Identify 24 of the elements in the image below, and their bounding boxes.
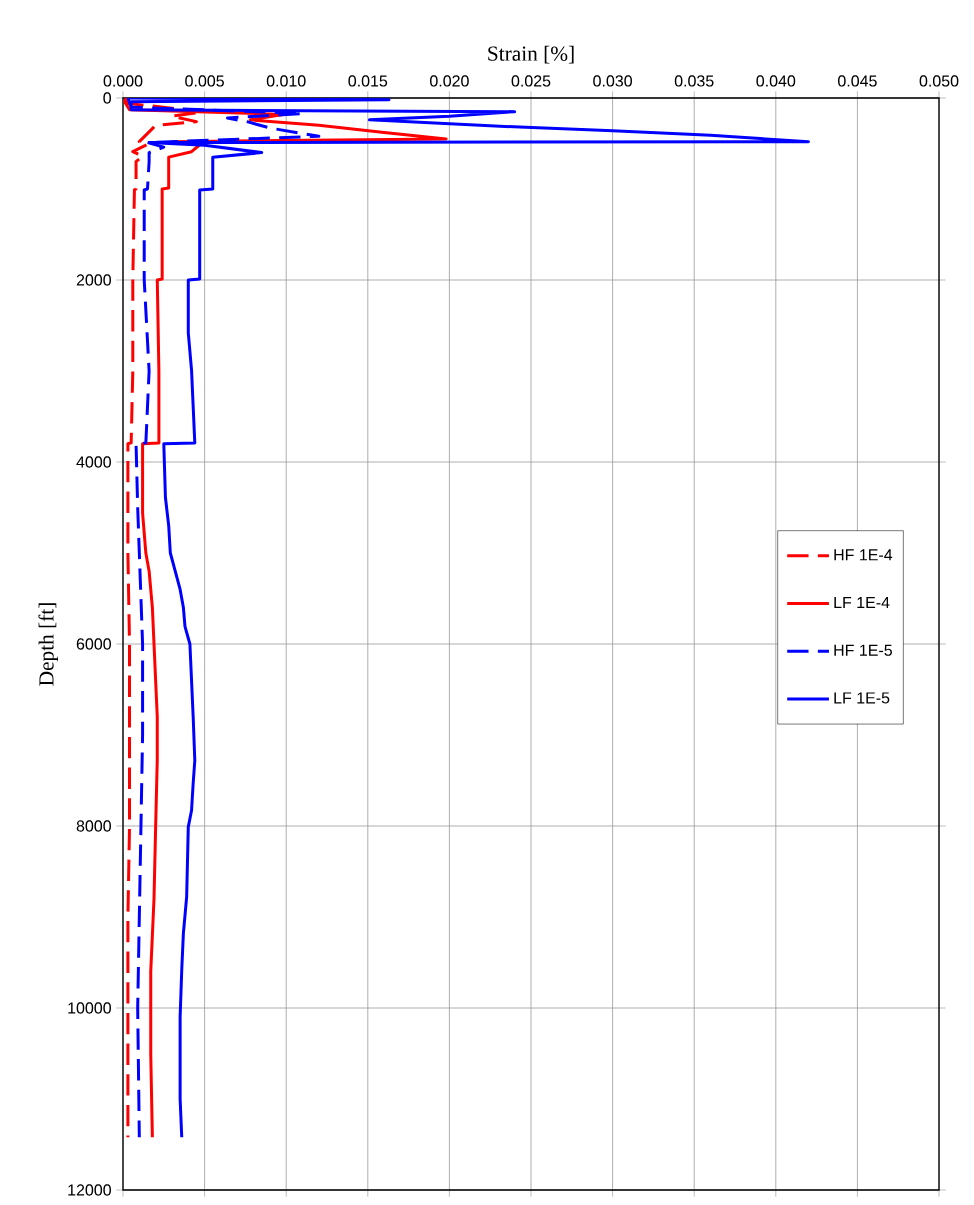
x-tick-label: 0.015 [348,75,388,87]
x-tick-label: 0.000 [103,75,143,87]
x-tick-label: 0.010 [266,75,306,87]
y-axis-title: Depth [ft] [38,603,58,686]
legend-label: LF 1E-4 [834,597,890,609]
y-tick-label: 12000 [68,1184,111,1196]
y-tick-label: 10000 [68,1002,111,1014]
y-tick-label: 0 [103,92,111,104]
x-tick-label: 0.030 [593,75,632,87]
legend-label: LF 1E-5 [834,692,890,704]
x-tick-label: 0.025 [511,75,551,87]
legend-label: HF 1E-4 [834,549,893,561]
x-tick-label: 0.040 [756,75,796,87]
x-tick-label: 0.035 [674,75,714,87]
y-tick-label: 6000 [76,638,111,650]
x-tick-label: 0.020 [430,75,469,87]
x-tick-label: 0.050 [919,75,959,87]
x-tick-label: 0.045 [838,75,877,87]
y-tick-label: 2000 [76,274,111,286]
y-tick-label: 8000 [76,820,111,832]
legend-label: HF 1E-5 [834,644,892,656]
x-tick-label: 0.005 [185,75,224,87]
y-tick-label: 4000 [76,456,111,468]
x-axis-title: Strain [%] [488,45,574,64]
